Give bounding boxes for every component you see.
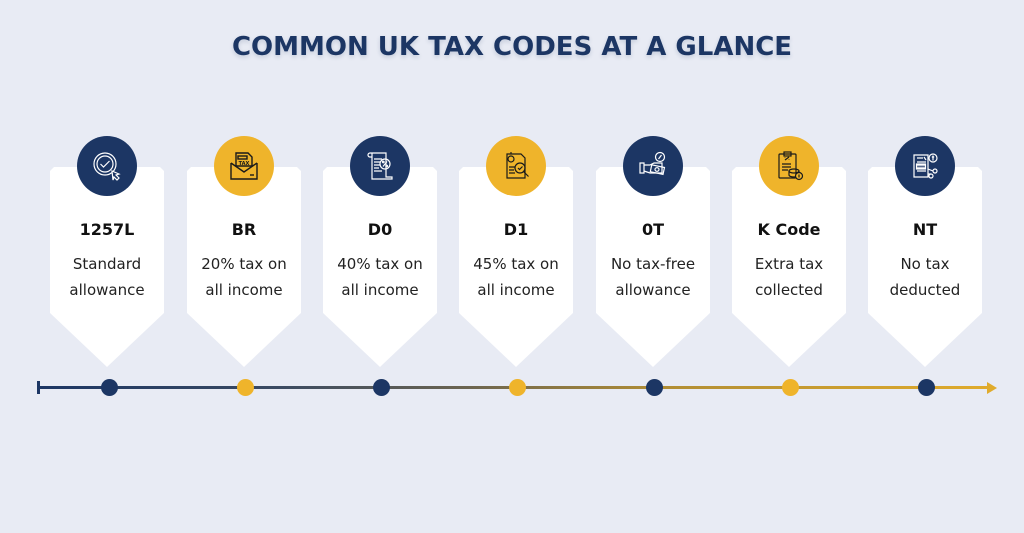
description-line-1: No tax-free xyxy=(610,255,696,273)
tax-code-card-d0: D0 40% tax on all income xyxy=(323,167,437,367)
tax-code-description: No tax-free allowance xyxy=(596,251,710,303)
timeline-dot-k-code xyxy=(782,379,799,396)
timeline-dot-0t xyxy=(646,379,663,396)
tax-code-label: D1 xyxy=(503,220,529,239)
timeline-dot-nt xyxy=(918,379,935,396)
timeline-dot-1257l xyxy=(101,379,118,396)
description-line-2: deducted xyxy=(889,281,961,299)
tax-code-description: No tax deducted xyxy=(868,251,982,303)
clipboard-coins-icon xyxy=(759,136,819,196)
description-line-2: all income xyxy=(341,281,419,299)
tax-code-label: 0T xyxy=(641,220,665,239)
timeline-start-marker xyxy=(37,381,40,394)
description-line-1: 20% tax on xyxy=(201,255,287,273)
timeline-dot-d1 xyxy=(509,379,526,396)
tax-code-card-nt: NT No tax deducted xyxy=(868,167,982,367)
tax-code-card-k-code: K Code Extra tax collected xyxy=(732,167,846,367)
tax-code-card-1257l: 1257L Standard allowance xyxy=(50,167,164,367)
tax-code-label: K Code xyxy=(757,220,821,239)
tax-code-label: BR xyxy=(231,220,257,239)
tax-code-description: Standard allowance xyxy=(50,251,164,303)
timeline-dot-d0 xyxy=(373,379,390,396)
tax-code-label: NT xyxy=(912,220,938,239)
tax-code-label: 1257L xyxy=(79,220,135,239)
tax-code-card-d1: D1 45% tax on all income xyxy=(459,167,573,367)
timeline-dot-br xyxy=(237,379,254,396)
tax-code-description: 20% tax on all income xyxy=(187,251,301,303)
description-line-2: allowance xyxy=(69,281,145,299)
tax-code-label: D0 xyxy=(367,220,393,239)
description-line-2: all income xyxy=(205,281,283,299)
document-dollar-scissors-icon xyxy=(895,136,955,196)
description-line-1: 45% tax on xyxy=(473,255,559,273)
percent-receipt-icon xyxy=(350,136,410,196)
description-line-1: No tax xyxy=(900,255,950,273)
timeline-arrow-icon xyxy=(987,382,997,394)
tax-code-card-0t: 0T No tax-free allowance xyxy=(596,167,710,367)
tax-code-description: Extra tax collected xyxy=(732,251,846,303)
svg-text:TAX: TAX xyxy=(239,161,250,167)
description-line-2: allowance xyxy=(615,281,691,299)
description-line-1: Extra tax xyxy=(754,255,824,273)
description-line-1: Standard xyxy=(72,255,142,273)
page-title: COMMON UK TAX CODES AT A GLANCE xyxy=(231,32,793,62)
checkmark-cursor-icon xyxy=(77,136,137,196)
document-magnifier-icon xyxy=(486,136,546,196)
description-line-1: 40% tax on xyxy=(337,255,423,273)
description-line-2: all income xyxy=(477,281,555,299)
tax-envelope-icon: TAX xyxy=(214,136,274,196)
hand-cash-percent-icon xyxy=(623,136,683,196)
tax-code-description: 40% tax on all income xyxy=(323,251,437,303)
description-line-2: collected xyxy=(755,281,823,299)
tax-code-card-br: BR 20% tax on all income xyxy=(187,167,301,367)
tax-code-description: 45% tax on all income xyxy=(459,251,573,303)
